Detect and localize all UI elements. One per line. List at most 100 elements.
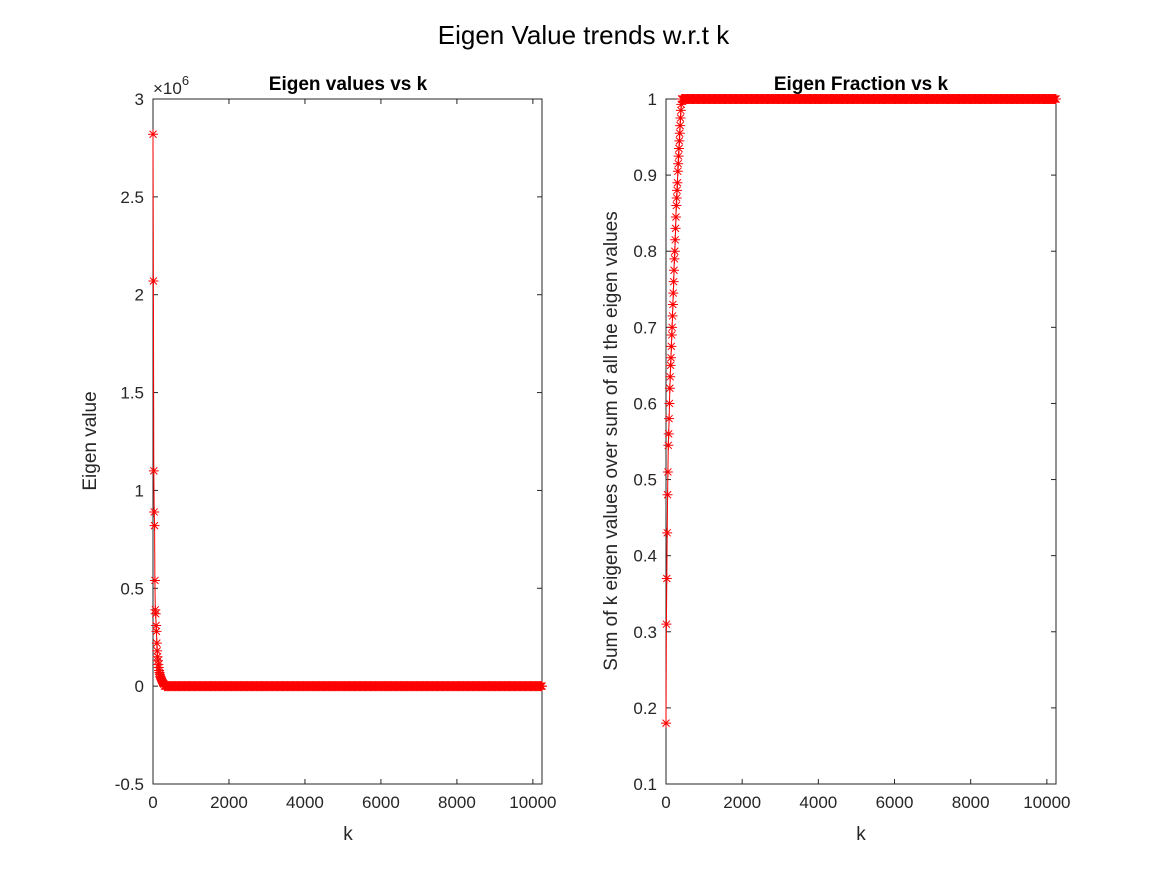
data-point-marker xyxy=(669,246,680,257)
y-tick-label: 0.5 xyxy=(120,579,144,598)
data-point-marker xyxy=(672,166,683,177)
data-point-marker xyxy=(149,520,160,531)
y-tick-label: 0.8 xyxy=(633,242,657,261)
data-point-marker xyxy=(671,192,682,203)
figure-title: Eigen Value trends w.r.t k xyxy=(437,20,730,50)
data-point-marker xyxy=(674,135,685,146)
data-point-marker xyxy=(151,626,162,637)
data-point-marker xyxy=(668,276,679,287)
data-point-marker xyxy=(666,341,677,352)
data-point-marker xyxy=(675,113,686,124)
x-tick-label: 6000 xyxy=(362,793,400,812)
data-point-marker xyxy=(149,506,160,517)
x-tick-label: 2000 xyxy=(210,793,248,812)
data-point-marker xyxy=(665,360,676,371)
y-tick-label: 2.5 xyxy=(120,188,144,207)
data-point-marker xyxy=(674,128,685,139)
data-point-marker xyxy=(148,129,159,140)
data-point-marker xyxy=(667,322,678,333)
data-point-marker xyxy=(666,329,677,340)
data-point-marker xyxy=(151,620,162,631)
x-axis-label: k xyxy=(343,824,353,845)
data-point-marker xyxy=(664,413,675,424)
y-tick-label: 0.9 xyxy=(633,166,657,185)
y-axis-label: Eigen value xyxy=(80,391,101,490)
data-point-marker xyxy=(661,718,672,729)
axes-title: Eigen Fraction vs k xyxy=(774,74,949,95)
y-tick-label: 0.6 xyxy=(633,394,657,413)
data-point-marker xyxy=(662,466,673,477)
y-tick-label: 1 xyxy=(135,481,144,500)
x-tick-label: 8000 xyxy=(438,793,476,812)
data-point-marker xyxy=(667,310,678,321)
y-exponent-base: ×10 xyxy=(153,79,182,98)
axes-title: Eigen values vs k xyxy=(269,74,428,95)
data-point-marker xyxy=(671,200,682,211)
y-tick-label: 0.1 xyxy=(633,775,657,794)
data-point-marker xyxy=(675,105,686,116)
y-tick-label: -0.5 xyxy=(115,775,144,794)
y-tick-label: 0 xyxy=(135,677,144,696)
x-tick-label: 8000 xyxy=(952,793,990,812)
data-point-marker xyxy=(676,99,687,110)
data-point-marker xyxy=(673,151,684,162)
data-point-marker xyxy=(662,489,673,500)
data-point-marker xyxy=(150,608,161,619)
data-point-marker xyxy=(537,681,547,692)
x-tick-label: 10000 xyxy=(509,793,556,812)
y-tick-label: 0.5 xyxy=(633,471,657,490)
data-point-marker xyxy=(664,383,675,394)
data-point-marker xyxy=(672,177,683,188)
data-point-marker xyxy=(665,352,676,363)
x-tick-label: 4000 xyxy=(799,793,837,812)
x-tick-label: 6000 xyxy=(876,793,914,812)
y-tick-label: 0.7 xyxy=(633,318,657,337)
data-point-marker xyxy=(675,120,686,131)
eigen-fraction-axes: 0 2000 4000 6000 8000 10000 0.1 0.2 0.3 0.4 0.5 0.6… xyxy=(601,74,1071,845)
y-tick-label: 1.5 xyxy=(120,384,144,403)
data-point-marker xyxy=(670,234,681,245)
data-point-marker xyxy=(670,211,681,222)
y-exponent-power: 6 xyxy=(182,73,189,88)
x-tick-label: 10000 xyxy=(1023,793,1070,812)
x-axis-label: k xyxy=(856,824,866,845)
x-tick-label: 2000 xyxy=(723,793,761,812)
data-point-marker xyxy=(673,158,684,169)
data-point-marker xyxy=(661,619,672,630)
x-tick-label: 4000 xyxy=(286,793,324,812)
y-tick-label: 0.2 xyxy=(633,699,657,718)
y-tick-label: 0.4 xyxy=(633,547,657,566)
y-tick-label: 0.3 xyxy=(633,623,657,642)
data-point-marker xyxy=(662,527,673,538)
data-point-marker xyxy=(673,143,684,154)
series-marks xyxy=(148,129,547,692)
data-point-marker xyxy=(667,299,678,310)
axes-ticks: 0 2000 4000 6000 8000 10000-0.500.511.522.53 xyxy=(115,90,557,812)
x-tick-label: 0 xyxy=(148,793,157,812)
x-tick-label: 0 xyxy=(661,793,670,812)
data-point-marker xyxy=(1051,94,1061,104)
data-point-marker xyxy=(149,575,160,586)
y-tick-label: 3 xyxy=(135,90,144,109)
data-point-marker xyxy=(148,465,159,476)
data-point-marker xyxy=(668,288,679,299)
data-point-marker xyxy=(664,398,675,409)
y-exponent-label: ×106 xyxy=(153,73,189,98)
data-point-marker xyxy=(152,645,163,656)
data-point-marker xyxy=(151,638,162,649)
y-tick-label: 2 xyxy=(135,286,144,305)
data-point-marker xyxy=(148,276,159,287)
data-point-marker xyxy=(669,253,680,264)
y-tick-label: 1 xyxy=(648,90,657,109)
data-point-marker xyxy=(670,223,681,234)
data-point-marker xyxy=(663,440,674,451)
y-axis-label: Sum of k eigen values over sum of all th… xyxy=(601,211,622,670)
data-point-marker xyxy=(661,573,672,584)
series-marks xyxy=(661,94,1061,729)
eigen-values-axes: 0 2000 4000 6000 8000 10000-0.500.511.522.53 … xyxy=(80,73,557,845)
data-point-marker xyxy=(665,371,676,382)
data-point-marker xyxy=(663,428,674,439)
data-point-marker xyxy=(672,185,683,196)
axes-box xyxy=(665,98,1057,785)
